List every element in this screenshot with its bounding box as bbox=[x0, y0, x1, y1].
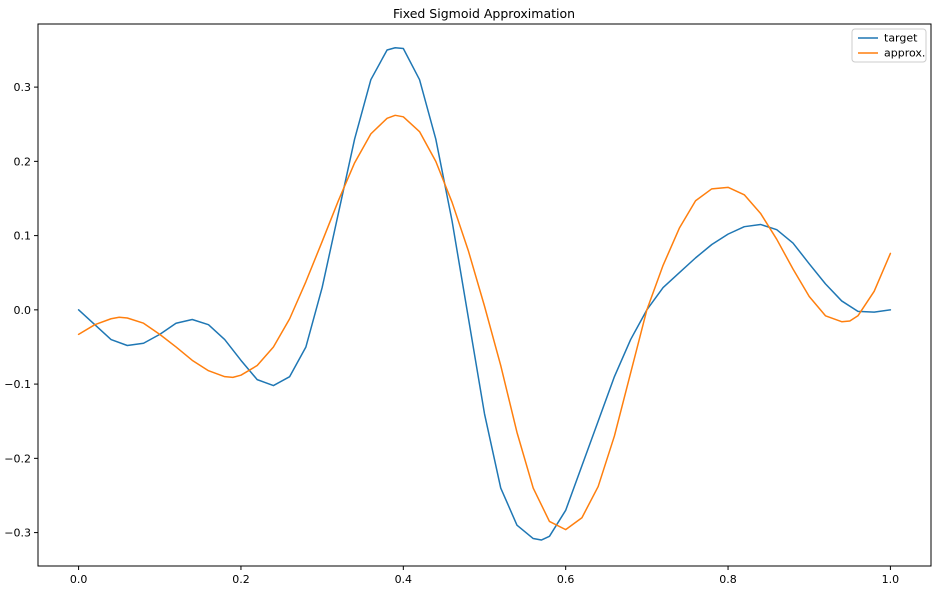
x-tick-label: 0.0 bbox=[70, 573, 88, 586]
y-axis-ticks: −0.3 −0.2 −0.1 0.0 0.1 0.2 0.3 bbox=[4, 81, 38, 540]
series-line-approx bbox=[77, 114, 892, 531]
chart-title: Fixed Sigmoid Approximation bbox=[393, 6, 575, 21]
y-tick-label: 0.0 bbox=[14, 304, 32, 317]
x-axis-ticks: 0.0 0.2 0.4 0.6 0.8 1.0 bbox=[70, 566, 899, 586]
series-layer bbox=[77, 47, 892, 541]
x-tick-label: 0.8 bbox=[719, 573, 737, 586]
series-line-target bbox=[77, 47, 892, 541]
x-tick-label: 1.0 bbox=[882, 573, 900, 586]
legend-label-target: target bbox=[884, 32, 918, 45]
y-tick-label: −0.3 bbox=[4, 527, 31, 540]
legend-label-approx: approx. bbox=[884, 47, 925, 60]
y-tick-label: 0.2 bbox=[14, 155, 32, 168]
y-tick-label: 0.1 bbox=[14, 230, 32, 243]
x-tick-label: 0.2 bbox=[232, 573, 250, 586]
legend: target approx. bbox=[851, 28, 927, 63]
y-tick-label: −0.2 bbox=[4, 452, 31, 465]
x-tick-label: 0.4 bbox=[395, 573, 413, 586]
y-tick-label: 0.3 bbox=[14, 81, 32, 94]
y-tick-label: −0.1 bbox=[4, 378, 31, 391]
x-tick-label: 0.6 bbox=[557, 573, 575, 586]
plot-area-frame bbox=[37, 23, 932, 567]
